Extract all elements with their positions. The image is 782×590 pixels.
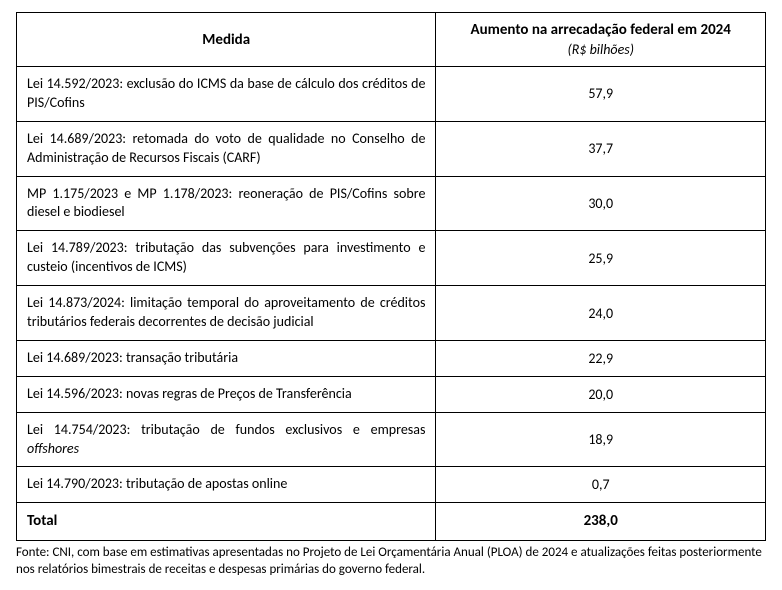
row-desc: Lei 14.596/2023: novas regras de Preços …	[17, 376, 436, 412]
row-desc: Lei 14.790/2023: tributação de apostas o…	[17, 467, 436, 503]
row-desc: Lei 14.592/2023: exclusão do ICMS da bas…	[17, 67, 436, 122]
table-row: Lei 14.592/2023: exclusão do ICMS da bas…	[17, 67, 766, 122]
row-desc: Lei 14.689/2023: retomada do voto de qua…	[17, 121, 436, 176]
col-header-medida: Medida	[17, 13, 436, 67]
col-header-right-sub: (R$ bilhões)	[446, 41, 755, 58]
row-desc: Lei 14.873/2024: limitação temporal do a…	[17, 286, 436, 341]
table-row: Lei 14.790/2023: tributação de apostas o…	[17, 467, 766, 503]
col-header-right-main: Aumento na arrecadação federal em 2024	[471, 21, 731, 39]
table-row: Lei 14.754/2023: tributação de fundos ex…	[17, 412, 766, 467]
row-desc: Lei 14.689/2023: transação tributária	[17, 340, 436, 376]
row-value: 24,0	[436, 286, 766, 341]
row-value: 18,9	[436, 412, 766, 467]
table-row: Lei 14.689/2023: retomada do voto de qua…	[17, 121, 766, 176]
row-value: 20,0	[436, 376, 766, 412]
row-value: 37,7	[436, 121, 766, 176]
table-row: Lei 14.873/2024: limitação temporal do a…	[17, 286, 766, 341]
row-value: 0,7	[436, 467, 766, 503]
measures-table: Medida Aumento na arrecadação federal em…	[16, 12, 766, 541]
col-header-aumento: Aumento na arrecadação federal em 2024 (…	[436, 13, 766, 67]
row-value: 30,0	[436, 176, 766, 231]
table-total-row: Total 238,0	[17, 503, 766, 540]
row-desc-text: Lei 14.754/2023: tributação de fundos ex…	[27, 421, 425, 438]
row-value: 57,9	[436, 67, 766, 122]
row-value: 25,9	[436, 231, 766, 286]
total-label: Total	[17, 503, 436, 540]
table-row: Lei 14.789/2023: tributação das subvençõ…	[17, 231, 766, 286]
row-desc: Lei 14.789/2023: tributação das subvençõ…	[17, 231, 436, 286]
row-value: 22,9	[436, 340, 766, 376]
col-header-left-text: Medida	[202, 31, 250, 49]
table-row: Lei 14.689/2023: transação tributária 22…	[17, 340, 766, 376]
table-row: MP 1.175/2023 e MP 1.178/2023: reoneraçã…	[17, 176, 766, 231]
table-body: Lei 14.592/2023: exclusão do ICMS da bas…	[17, 67, 766, 541]
row-desc: MP 1.175/2023 e MP 1.178/2023: reoneraçã…	[17, 176, 436, 231]
table-header-row: Medida Aumento na arrecadação federal em…	[17, 13, 766, 67]
total-value: 238,0	[436, 503, 766, 540]
table-row: Lei 14.596/2023: novas regras de Preços …	[17, 376, 766, 412]
source-note: Fonte: CNI, com base em estimativas apre…	[16, 545, 766, 579]
row-desc: Lei 14.754/2023: tributação de fundos ex…	[17, 412, 436, 467]
row-desc-italic: offshores	[27, 440, 79, 457]
